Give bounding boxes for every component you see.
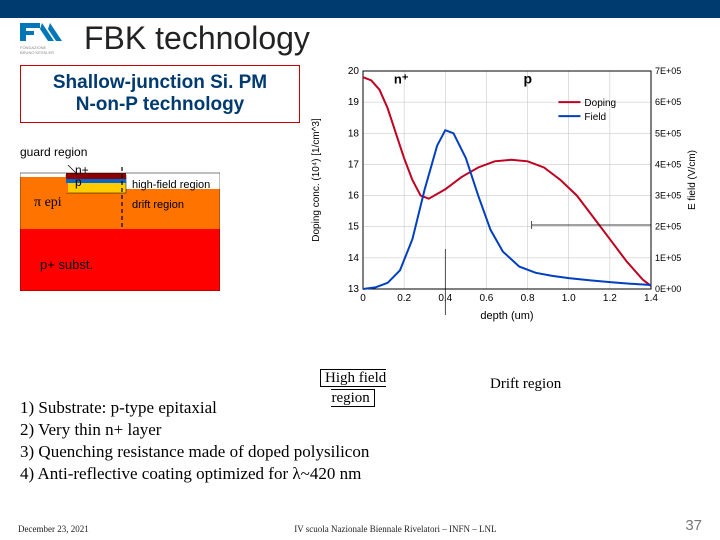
- svg-text:n⁺: n⁺: [394, 71, 409, 86]
- svg-text:p: p: [523, 70, 532, 86]
- nplus-p-label: n+ p: [75, 164, 89, 188]
- svg-text:15: 15: [348, 222, 360, 233]
- svg-text:1.2: 1.2: [603, 293, 617, 304]
- guard-region-label: guard region: [20, 145, 280, 159]
- list-item: 2) Very thin n+ layer: [20, 419, 680, 441]
- subtitle-line-2: N-on-P technology: [29, 94, 291, 116]
- svg-text:Doping: Doping: [584, 98, 616, 109]
- drift-annotation: Drift region: [490, 375, 561, 395]
- high-field-annotation: High field region: [320, 369, 386, 408]
- svg-text:13: 13: [348, 284, 360, 295]
- svg-text:3E+05: 3E+05: [655, 191, 681, 201]
- svg-text:17: 17: [348, 159, 360, 170]
- slide-title: FBK technology: [84, 20, 310, 57]
- list-item: 3) Quenching resistance made of doped po…: [20, 441, 680, 463]
- top-bar: [0, 0, 720, 18]
- list-item: 4) Anti-reflective coating optimized for…: [20, 463, 680, 485]
- svg-text:4E+05: 4E+05: [655, 159, 681, 169]
- svg-text:0.8: 0.8: [521, 293, 535, 304]
- drift-region-label: drift region: [132, 199, 184, 211]
- footer-date: December 23, 2021: [18, 524, 89, 534]
- footer: December 23, 2021 IV scuola Nazionale Bi…: [0, 524, 720, 534]
- svg-text:16: 16: [348, 191, 360, 202]
- svg-text:19: 19: [348, 97, 360, 108]
- svg-text:Doping conc. (10⁴) [1/cm^3]: Doping conc. (10⁴) [1/cm^3]: [311, 118, 322, 242]
- svg-text:E field (V/cm): E field (V/cm): [687, 150, 698, 210]
- doping-field-chart: 00.20.40.60.81.01.21.413141516171819200E…: [305, 65, 705, 325]
- svg-text:1E+05: 1E+05: [655, 253, 681, 263]
- svg-text:Field: Field: [584, 112, 606, 123]
- svg-text:1.4: 1.4: [644, 293, 658, 304]
- header: FONDAZIONE BRUNO KESSLER FBK technology: [0, 18, 720, 65]
- footer-center: IV scuola Nazionale Biennale Rivelatori …: [18, 524, 702, 534]
- svg-text:1.0: 1.0: [562, 293, 576, 304]
- svg-text:7E+05: 7E+05: [655, 66, 681, 76]
- svg-text:0: 0: [360, 293, 366, 304]
- svg-text:6E+05: 6E+05: [655, 97, 681, 107]
- high-field-label: high-field region: [132, 179, 210, 191]
- device-diagram: guard region n+ p high-field region drif…: [20, 145, 280, 294]
- subtitle-box: Shallow-junction Si. PM N-on-P technolog…: [20, 65, 300, 123]
- svg-text:2E+05: 2E+05: [655, 222, 681, 232]
- pi-epi-label: π epi: [34, 195, 62, 211]
- p-substrate-label: p+ subst.: [40, 257, 93, 272]
- svg-text:5E+05: 5E+05: [655, 128, 681, 138]
- svg-text:0E+00: 0E+00: [655, 284, 681, 294]
- svg-text:depth (um): depth (um): [480, 310, 533, 322]
- svg-text:20: 20: [348, 66, 360, 77]
- subtitle-line-1: Shallow-junction Si. PM: [29, 72, 291, 94]
- svg-text:BRUNO KESSLER: BRUNO KESSLER: [20, 50, 54, 55]
- bullet-list: High field region Drift region 1) Substr…: [20, 397, 680, 485]
- page-number: 37: [685, 517, 702, 534]
- fbk-logo: FONDAZIONE BRUNO KESSLER: [20, 23, 70, 55]
- svg-text:0.6: 0.6: [479, 293, 493, 304]
- svg-text:18: 18: [348, 128, 360, 139]
- svg-text:0.2: 0.2: [397, 293, 411, 304]
- svg-text:14: 14: [348, 253, 360, 264]
